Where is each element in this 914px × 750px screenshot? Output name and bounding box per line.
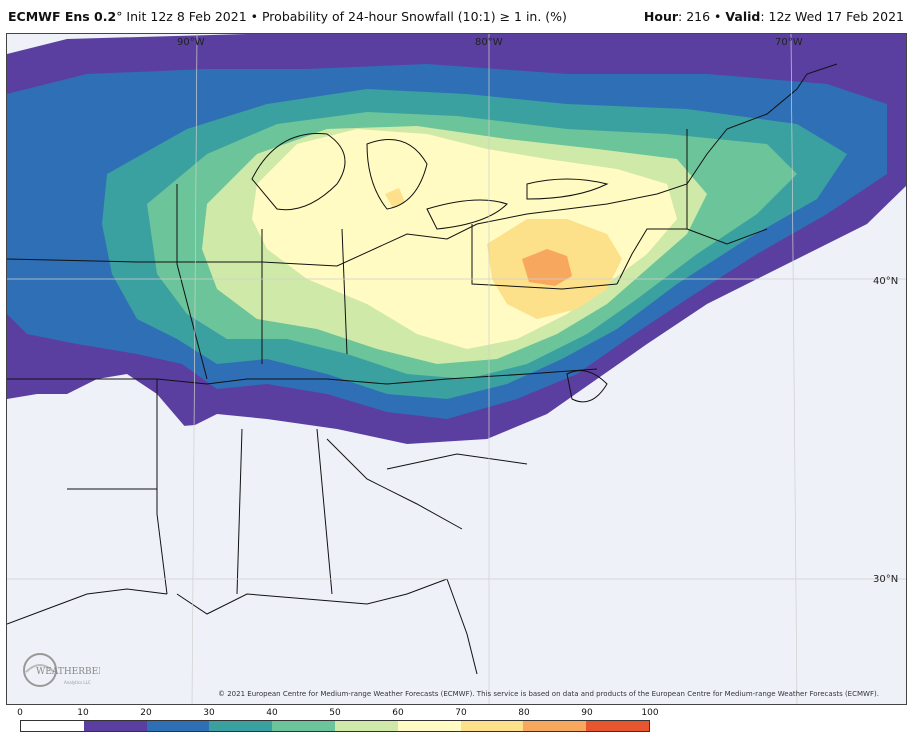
- colorbar-seg-70-80: [460, 721, 524, 731]
- tick-70: 70: [455, 708, 467, 718]
- graticule: [7, 34, 906, 704]
- logo-subtext: Analytics LLC: [64, 680, 91, 685]
- colorbar-seg-30-40: [209, 721, 273, 731]
- borders: [7, 63, 838, 675]
- init-description: Init 12z 8 Feb 2021 • Probability of 24-…: [122, 9, 567, 24]
- border-line-1: [7, 63, 838, 267]
- border-line-15: [446, 578, 478, 675]
- lon-label-70w: 70°W: [775, 37, 803, 48]
- valid-value: : 12z Wed 17 Feb 2021: [760, 9, 904, 24]
- model-name: ECMWF Ens 0.2: [8, 9, 117, 24]
- border-line-10: [236, 428, 243, 595]
- degree-symbol: °: [116, 9, 123, 24]
- border-line-16: [7, 588, 168, 625]
- lower-michigan-outline: [366, 139, 428, 210]
- valid-label: Valid: [725, 9, 761, 24]
- colorbar-seg-80-90: [523, 721, 587, 731]
- border-line-11: [316, 428, 333, 595]
- colorbar-seg-50-60: [334, 721, 398, 731]
- border-line-2: [7, 368, 598, 385]
- lake-michigan-outline: [251, 133, 346, 211]
- colorbar-seg-10-20: [83, 721, 147, 731]
- lat-label-30n: 30°N: [873, 574, 898, 585]
- hour-label: Hour: [643, 9, 679, 24]
- meridian-90w: [191, 34, 198, 704]
- map-panel[interactable]: 90°W 80°W 70°W 40°N 30°N: [6, 33, 907, 705]
- border-line-3: [176, 184, 208, 380]
- lake-erie-outline: [426, 199, 508, 230]
- logo-text: WEATHERBELL: [36, 667, 100, 677]
- tick-50: 50: [329, 708, 341, 718]
- header: ECMWF Ens 0.2° Init 12z 8 Feb 2021 • Pro…: [0, 0, 914, 32]
- tick-60: 60: [392, 708, 404, 718]
- prob-80-area: [522, 249, 572, 286]
- border-line-14: [176, 578, 448, 615]
- header-valid-time: Hour: 216 • Valid: 12z Wed 17 Feb 2021: [644, 9, 904, 24]
- chesapeake-outline: [566, 370, 608, 403]
- colorbar-seg-20-30: [146, 721, 210, 731]
- tick-30: 30: [203, 708, 215, 718]
- colorbar-seg-40-50: [272, 721, 335, 731]
- border-line-8: [686, 129, 768, 245]
- colorbar: [20, 720, 650, 732]
- border-line-13: [386, 453, 528, 470]
- colorbar-seg-0-10: [21, 721, 84, 731]
- tick-80: 80: [518, 708, 530, 718]
- prob-70-area-michigan: [385, 188, 405, 208]
- tick-90: 90: [581, 708, 593, 718]
- weatherbell-logo: WEATHERBELL Analytics LLC: [22, 650, 110, 690]
- meridian-70w: [790, 34, 798, 704]
- tick-100: 100: [641, 708, 659, 718]
- colorbar-seg-90-100: [586, 721, 649, 731]
- tick-10: 10: [77, 708, 89, 718]
- header-title: ECMWF Ens 0.2° Init 12z 8 Feb 2021 • Pro…: [8, 9, 567, 24]
- border-line-9: [156, 379, 168, 595]
- tick-0: 0: [17, 708, 23, 718]
- southeast-land: [7, 374, 617, 684]
- border-line-5: [341, 228, 348, 355]
- border-line-7: [616, 228, 687, 285]
- map-svg: 90°W 80°W 70°W 40°N 30°N: [7, 34, 906, 704]
- tick-20: 20: [140, 708, 152, 718]
- colorbar-ticks: 0 10 20 30 40 50 60 70 80 90 100: [0, 708, 914, 720]
- border-line-6: [471, 224, 618, 290]
- border-line-12: [326, 438, 463, 530]
- hour-value: : 216 •: [678, 9, 726, 24]
- lon-label-90w: 90°W: [177, 37, 205, 48]
- lake-ontario-outline: [526, 178, 609, 200]
- copyright-text: © 2021 European Centre for Medium-range …: [218, 690, 879, 698]
- lat-label-40n: 40°N: [873, 276, 898, 287]
- tick-40: 40: [266, 708, 278, 718]
- lon-label-80w: 80°W: [475, 37, 503, 48]
- colorbar-seg-60-70: [397, 721, 461, 731]
